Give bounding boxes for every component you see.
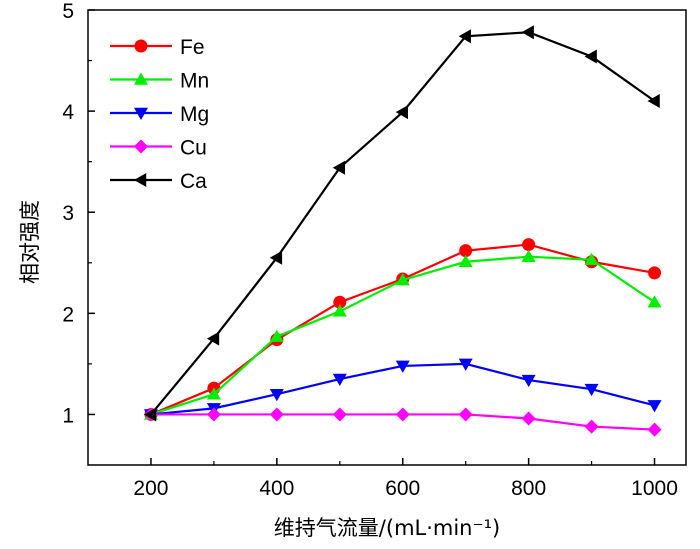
data-point-cu [269,407,284,422]
y-tick-label: 5 [62,0,74,23]
data-point-ca [584,49,597,64]
data-point-cu [206,407,221,422]
data-point-cu [458,407,473,422]
legend-item-ca: Ca [110,170,207,193]
data-point-fe [333,295,347,309]
series-line-fe [150,243,655,416]
legend-item-mn: Mn [110,70,209,93]
y-tick-label: 1 [62,404,74,427]
series-cu [143,407,662,437]
data-point-mg [584,383,599,397]
legend-label-ca: Ca [180,170,207,193]
legend-label-cu: Cu [180,137,207,160]
data-point-ca [521,25,534,40]
tick-layer: 200 400 600 800 1000 1 2 3 4 5 [62,0,678,500]
legend-marker-ca [134,173,147,187]
legend-marker-fe [134,39,148,53]
legend-item-mg: Mg [110,103,209,126]
legend-label-mn: Mn [180,70,209,93]
data-point-mg [332,373,347,387]
data-point-mn [458,254,473,268]
y-axis-title: 相对强度 [18,200,42,284]
data-point-mn [269,329,284,342]
legend-label-mg: Mg [180,103,209,126]
plot-border [87,9,687,466]
data-point-ca [143,407,157,422]
series-line-ca [150,31,656,416]
plot-area [87,9,687,466]
data-point-cu [521,411,536,426]
data-point-fe [459,244,473,258]
legend-label-fe: Fe [180,36,205,59]
data-point-mg [647,400,662,413]
legend-item-cu: Cu [110,137,207,160]
data-point-ca [206,331,220,346]
y-tick-label: 2 [62,303,74,326]
legend-marker-mg [134,107,148,120]
x-tick-label: 600 [385,477,420,500]
data-point-mn [584,252,599,265]
data-point-mn [206,387,221,400]
data-point-cu [647,422,662,437]
x-tick-label: 200 [133,477,168,500]
x-axis-title: 维持气流量/(mL·min⁻¹) [274,516,500,540]
data-point-mg [395,360,410,373]
data-point-cu [395,407,410,422]
data-point-cu [332,407,347,422]
legend-marker-mn [134,72,148,85]
data-point-ca [332,160,346,175]
series-mn [143,249,662,420]
data-point-fe [522,238,536,252]
x-tick-label: 400 [259,477,294,500]
data-point-ca [458,29,471,44]
data-point-ca [647,94,660,108]
x-tick-label: 800 [511,477,546,500]
y-tick-label: 3 [62,202,74,225]
y-tick-label: 4 [62,101,74,124]
x-tick-label: 1000 [631,477,678,500]
data-point-fe [648,266,662,280]
data-point-mg [458,358,473,371]
data-point-mg [269,388,284,402]
series-ca [143,25,660,422]
series-layer [143,25,662,437]
legend-item-fe: Fe [110,36,205,59]
data-point-mn [332,304,347,317]
data-point-ca [395,105,408,120]
data-point-mn [647,295,662,308]
legend: Fe Mn Mg Cu Ca [110,36,209,193]
data-point-mn [395,272,410,286]
data-point-ca [269,250,283,265]
data-point-cu [584,419,599,434]
data-point-mg [521,374,536,388]
data-point-mn [521,249,536,262]
legend-marker-cu [134,139,148,154]
